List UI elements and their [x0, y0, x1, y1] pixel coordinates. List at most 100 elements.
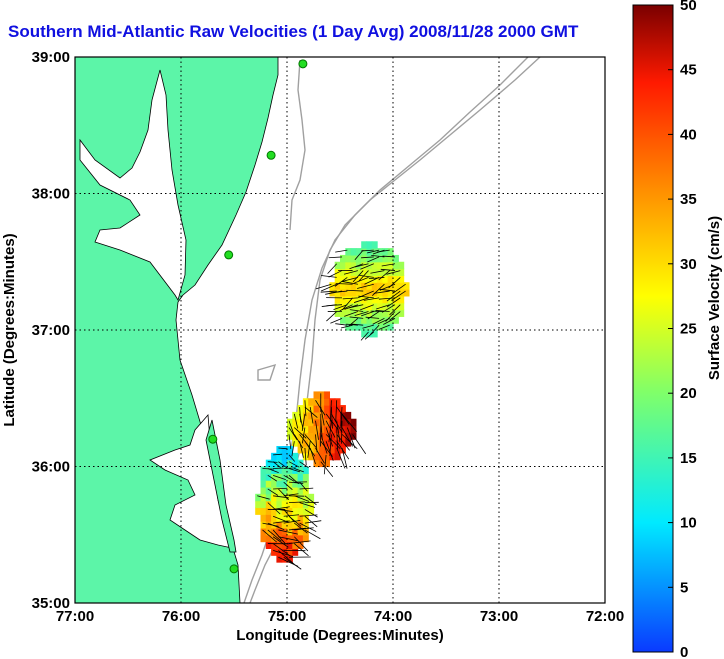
velocity-arrow [299, 407, 302, 423]
velocity-arrow [257, 495, 270, 500]
velocity-cell [265, 486, 272, 495]
velocity-arrow [336, 406, 350, 425]
velocity-arrow [288, 468, 301, 473]
velocity-arrow [348, 318, 359, 327]
y-tick-label: 38:00 [32, 186, 70, 203]
velocity-arrow [320, 407, 325, 426]
velocity-cell [271, 459, 277, 468]
velocity-cell [260, 507, 267, 515]
colorbar-tick-label: 35 [680, 191, 697, 208]
velocity-arrow [272, 536, 289, 548]
velocity-cell [313, 411, 320, 420]
velocity-arrow [293, 434, 304, 449]
colorbar-tick-label: 30 [680, 256, 697, 273]
velocity-arrow [309, 447, 316, 465]
velocity-arrow [335, 249, 348, 253]
velocity-arrow [283, 493, 299, 497]
velocity-arrow [288, 527, 306, 531]
velocity-cell [318, 405, 325, 413]
velocity-cell [366, 316, 373, 324]
x-tick-label: 75:00 [268, 608, 306, 625]
velocity-cell [287, 432, 293, 440]
velocity-cell [393, 282, 399, 290]
velocity-arrow [288, 420, 295, 435]
x-tick-label: 74:00 [374, 608, 412, 625]
velocity-cell [355, 323, 362, 331]
velocity-cell [398, 268, 405, 276]
outer-banks [205, 419, 237, 553]
velocity-cell [287, 446, 293, 454]
velocity-cell [377, 316, 383, 324]
colorbar-tick-label: 45 [680, 62, 697, 79]
velocity-cell [345, 268, 352, 276]
velocity-arrow [283, 514, 299, 517]
velocity-cell [382, 309, 389, 317]
velocity-cell [271, 473, 277, 481]
velocity-cell [292, 418, 299, 427]
velocity-arrows [257, 249, 406, 570]
velocity-arrow [326, 304, 343, 307]
velocity-cell [292, 514, 299, 522]
velocity-cell [377, 323, 383, 331]
velocity-cell [292, 425, 299, 433]
velocity-cell [297, 473, 304, 481]
velocity-cell [377, 302, 383, 311]
velocity-arrow [342, 297, 358, 300]
colorbar-tick-label: 10 [680, 515, 697, 532]
velocity-arrow [340, 324, 353, 329]
velocity-cell [340, 282, 346, 290]
velocity-cell [398, 289, 405, 297]
velocity-cell [292, 411, 299, 420]
velocity-cell [340, 439, 346, 447]
velocity-cell [308, 452, 315, 461]
velocity-arrow [354, 311, 369, 317]
velocity-cell [366, 268, 373, 276]
colorbar-tick-label: 0 [680, 644, 688, 659]
velocity-cell [255, 500, 262, 509]
velocity-cell [271, 486, 277, 495]
velocity-cell [260, 500, 267, 509]
velocity-cell [276, 446, 283, 454]
velocity-arrow [294, 427, 307, 439]
velocity-cell [292, 527, 299, 536]
velocity-cell [361, 268, 368, 276]
velocity-arrow [388, 277, 401, 289]
velocity-arrow [365, 316, 380, 319]
velocity-cell [345, 275, 352, 283]
velocity-cell [371, 241, 378, 249]
velocity-arrow [346, 289, 364, 292]
velocity-arrow [273, 453, 283, 456]
velocity-arrow [323, 454, 327, 475]
velocity-arrow [336, 420, 341, 443]
velocity-cell [287, 541, 293, 549]
velocity-arrow [346, 323, 358, 326]
velocity-cell [313, 418, 320, 427]
velocity-cell [334, 289, 341, 297]
velocity-cell [350, 282, 357, 290]
velocity-cell [292, 541, 299, 549]
velocity-cell [398, 261, 405, 270]
velocity-cell [276, 480, 283, 488]
y-tick-label: 37:00 [32, 322, 70, 339]
velocity-cell [382, 254, 389, 263]
velocity-arrow [262, 522, 279, 527]
colorbar-label: Surface Velocity (cm/s) [706, 216, 723, 380]
y-tick-label: 39:00 [32, 49, 70, 66]
velocity-cell [292, 439, 299, 447]
velocity-cell [324, 405, 330, 413]
velocity-cell [345, 295, 352, 304]
velocity-arrow [304, 400, 307, 417]
velocity-arrow [389, 304, 401, 316]
velocity-arrow [367, 311, 380, 320]
velocity-cell [276, 459, 283, 468]
velocity-cell [318, 418, 325, 427]
velocity-arrow [278, 509, 294, 513]
x-tick-label: 77:00 [56, 608, 94, 625]
velocity-cell [371, 282, 378, 290]
velocity-cell [334, 261, 341, 270]
velocity-arrow [379, 283, 396, 291]
velocity-arrow [336, 427, 338, 450]
velocity-cell [345, 323, 352, 331]
velocity-arrow [362, 324, 374, 329]
